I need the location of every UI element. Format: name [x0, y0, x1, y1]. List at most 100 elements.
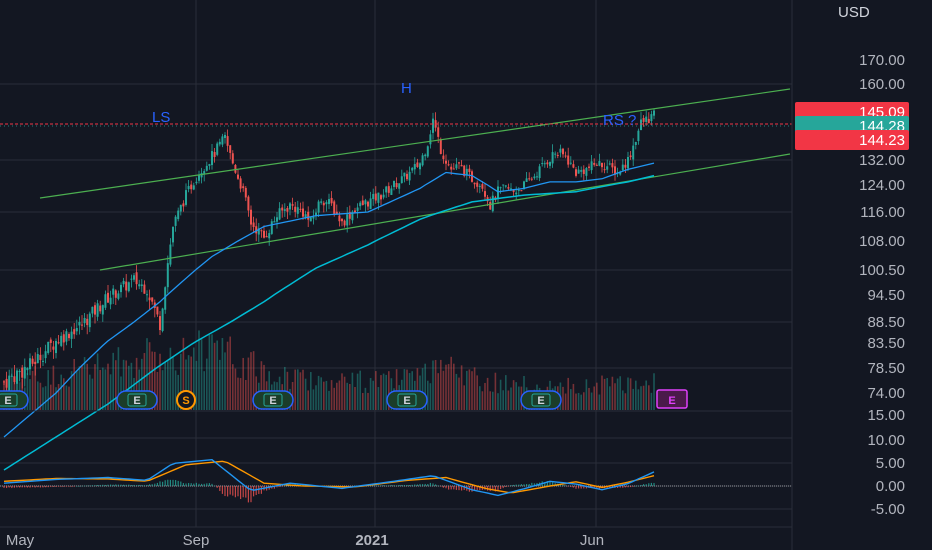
candle-body[interactable] — [34, 361, 37, 365]
price-axis[interactable]: 170.00 160.00 132.00 124.00 116.00 108.00 100.… — [859, 52, 905, 402]
candle-body[interactable] — [593, 162, 596, 165]
candle-body[interactable] — [104, 294, 107, 308]
candle-body[interactable] — [452, 168, 455, 170]
candle-body[interactable] — [39, 354, 42, 361]
candle-body[interactable] — [68, 333, 70, 339]
candle-body[interactable] — [31, 358, 34, 364]
candle-body[interactable] — [234, 164, 237, 173]
candle-body[interactable] — [138, 284, 141, 287]
candle-body[interactable] — [502, 184, 505, 186]
candle-body[interactable] — [468, 168, 471, 172]
candle-body[interactable] — [36, 354, 39, 364]
candle-body[interactable] — [182, 203, 185, 207]
candle-body[interactable] — [18, 371, 21, 373]
candle-body[interactable] — [372, 194, 375, 200]
candle-body[interactable] — [390, 188, 393, 195]
candle-body[interactable] — [73, 329, 76, 335]
candle-body[interactable] — [624, 164, 627, 168]
earnings-upcoming-icon[interactable] — [656, 389, 688, 409]
candle-body[interactable] — [250, 209, 252, 225]
candle-body[interactable] — [333, 201, 336, 214]
candlesticks[interactable] — [3, 108, 655, 396]
candle-body[interactable] — [364, 200, 367, 205]
candle-body[interactable] — [577, 169, 580, 174]
candle-body[interactable] — [130, 278, 133, 280]
candle-body[interactable] — [164, 287, 167, 310]
candle-body[interactable] — [395, 182, 398, 188]
candle-body[interactable] — [65, 331, 68, 342]
candle-body[interactable] — [484, 191, 486, 197]
candle-body[interactable] — [471, 171, 473, 182]
candle-body[interactable] — [78, 321, 81, 326]
candle-body[interactable] — [424, 154, 427, 157]
candle-body[interactable] — [400, 176, 403, 184]
candle-body[interactable] — [112, 288, 115, 295]
candle-body[interactable] — [179, 204, 182, 212]
candle-body[interactable] — [60, 335, 63, 346]
candle-body[interactable] — [10, 375, 13, 377]
candle-body[interactable] — [629, 155, 632, 158]
candle-body[interactable] — [632, 145, 635, 160]
candle-body[interactable] — [455, 164, 458, 169]
candle-body[interactable] — [255, 226, 258, 234]
candle-body[interactable] — [187, 186, 190, 190]
candle-body[interactable] — [385, 186, 388, 193]
candle-body[interactable] — [543, 163, 546, 165]
candle-body[interactable] — [299, 208, 302, 210]
candle-body[interactable] — [642, 117, 645, 122]
candle-body[interactable] — [572, 164, 575, 168]
candle-body[interactable] — [296, 207, 299, 214]
candle-body[interactable] — [127, 282, 130, 292]
candle-body[interactable] — [338, 215, 341, 222]
candle-body[interactable] — [640, 119, 642, 131]
candle-body[interactable] — [273, 221, 276, 223]
candle-body[interactable] — [195, 181, 198, 184]
candle-body[interactable] — [42, 360, 44, 362]
candle-body[interactable] — [520, 190, 523, 192]
candle-body[interactable] — [109, 297, 112, 305]
candle-body[interactable] — [320, 201, 323, 203]
candle-body[interactable] — [190, 184, 193, 190]
candle-body[interactable] — [312, 216, 315, 219]
candle-body[interactable] — [291, 204, 294, 206]
candle-body[interactable] — [133, 275, 135, 280]
candle-body[interactable] — [283, 209, 286, 211]
candle-body[interactable] — [26, 367, 29, 371]
candle-body[interactable] — [75, 328, 78, 332]
candle-body[interactable] — [595, 164, 598, 166]
time-axis[interactable]: May Sep 2021 Jun — [6, 532, 604, 549]
candle-body[interactable] — [174, 216, 177, 226]
candle-body[interactable] — [650, 114, 653, 122]
candle-body[interactable] — [374, 193, 377, 201]
candle-body[interactable] — [653, 110, 655, 116]
candle-body[interactable] — [382, 194, 385, 198]
candle-body[interactable] — [554, 153, 557, 155]
candle-body[interactable] — [117, 293, 120, 299]
candle-body[interactable] — [582, 169, 585, 174]
candle-body[interactable] — [380, 195, 382, 200]
candle-body[interactable] — [416, 162, 419, 167]
candle-body[interactable] — [614, 166, 616, 175]
candle-body[interactable] — [294, 206, 297, 212]
candle-body[interactable] — [172, 226, 174, 243]
candle-body[interactable] — [304, 214, 307, 218]
candle-body[interactable] — [445, 160, 447, 164]
candle-body[interactable] — [229, 145, 232, 153]
candle-body[interactable] — [278, 208, 281, 220]
candle-body[interactable] — [265, 235, 268, 238]
candle-body[interactable] — [231, 153, 234, 164]
candle-body[interactable] — [221, 136, 224, 145]
candle-body[interactable] — [361, 200, 364, 206]
candle-body[interactable] — [317, 201, 320, 213]
candle-body[interactable] — [122, 280, 125, 285]
candle-body[interactable] — [515, 192, 518, 195]
candle-body[interactable] — [3, 381, 5, 383]
macd-axis[interactable]: 15.00 10.00 5.00 0.00 -5.00 — [867, 407, 905, 518]
candle-body[interactable] — [346, 214, 349, 226]
candle-body[interactable] — [148, 297, 151, 301]
candle-body[interactable] — [429, 134, 432, 145]
event-marker-3[interactable]: E — [252, 390, 294, 410]
candle-body[interactable] — [166, 263, 169, 288]
candle-body[interactable] — [120, 284, 122, 293]
